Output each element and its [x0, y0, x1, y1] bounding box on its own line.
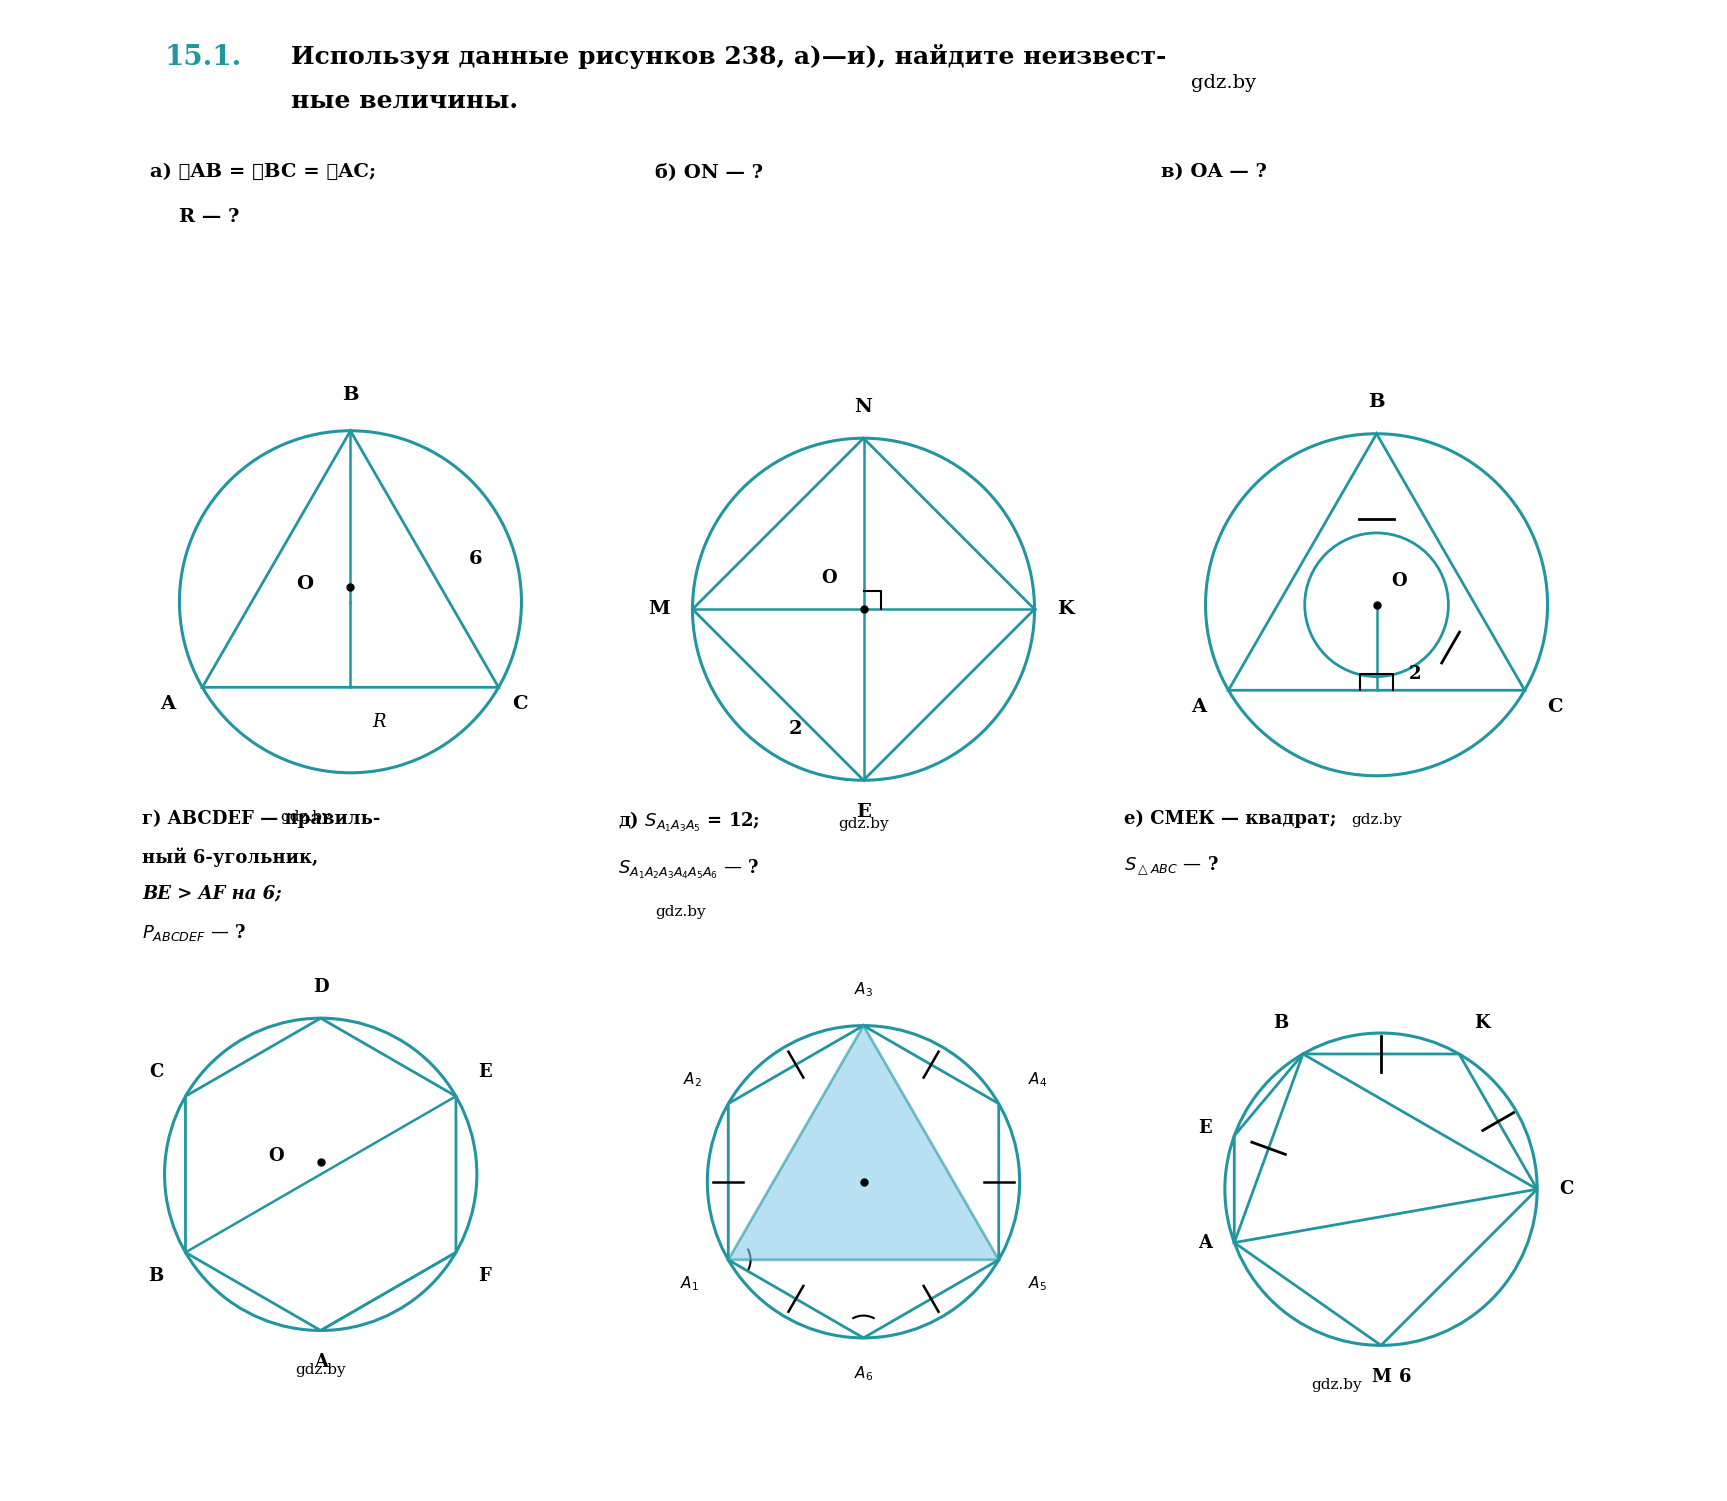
Text: E: E — [478, 1063, 492, 1081]
Text: N: N — [855, 398, 872, 416]
Text: 15.1.: 15.1. — [164, 44, 242, 71]
Text: gdz.by: gdz.by — [1190, 74, 1256, 92]
Text: 6: 6 — [470, 549, 484, 567]
Text: E: E — [857, 803, 870, 821]
Text: A: A — [161, 695, 176, 713]
Text: $A_3$: $A_3$ — [853, 980, 874, 998]
Text: в) OA — ?: в) OA — ? — [1161, 164, 1268, 182]
Text: 2: 2 — [788, 720, 801, 738]
Text: gdz.by: gdz.by — [280, 811, 332, 824]
Text: B: B — [342, 386, 359, 404]
Text: O: O — [820, 569, 838, 587]
Text: gdz.by: gdz.by — [295, 1363, 345, 1378]
Text: $A_4$: $A_4$ — [1029, 1070, 1048, 1088]
Text: B: B — [1273, 1013, 1288, 1031]
Polygon shape — [729, 1025, 998, 1259]
Text: A: A — [1199, 1234, 1212, 1252]
Text: B: B — [1368, 393, 1385, 411]
Text: BE > AF на 6;: BE > AF на 6; — [142, 884, 282, 902]
Text: е) СМЕК — квадрат;: е) СМЕК — квадрат; — [1124, 811, 1337, 829]
Text: M: M — [1371, 1367, 1390, 1385]
Text: C: C — [511, 695, 527, 713]
Text: F: F — [478, 1267, 490, 1285]
Text: O: O — [268, 1147, 283, 1165]
Text: A: A — [314, 1352, 328, 1370]
Text: $P_{ABCDEF}$ — ?: $P_{ABCDEF}$ — ? — [142, 922, 247, 943]
Text: 2: 2 — [1409, 665, 1421, 683]
Text: $A_2$: $A_2$ — [682, 1070, 701, 1088]
Text: K: K — [1057, 600, 1074, 618]
Text: R: R — [373, 713, 387, 731]
Text: gdz.by: gdz.by — [1311, 1378, 1361, 1391]
Text: K: K — [1473, 1013, 1490, 1031]
Text: ные величины.: ные величины. — [290, 89, 518, 113]
Text: C: C — [1559, 1180, 1573, 1198]
Text: $S_{\triangle ABC}$ — ?: $S_{\triangle ABC}$ — ? — [1124, 854, 1219, 878]
Text: C: C — [149, 1063, 162, 1081]
Text: Используя данные рисунков 238, а)—и), найдите неизвест-: Используя данные рисунков 238, а)—и), на… — [290, 44, 1166, 69]
Text: г) ABCDEF — правиль-: г) ABCDEF — правиль- — [142, 811, 380, 829]
Text: M: M — [649, 600, 670, 618]
Text: gdz.by: gdz.by — [838, 818, 889, 832]
Text: $A_6$: $A_6$ — [853, 1364, 874, 1384]
Text: ный 6-угольник,: ный 6-угольник, — [142, 847, 318, 866]
Text: A: A — [1192, 698, 1205, 716]
Text: O: O — [295, 575, 313, 593]
Text: 6: 6 — [1399, 1367, 1411, 1385]
Text: $S_{A_1A_2A_3A_4A_5A_6}$ — ?: $S_{A_1A_2A_3A_4A_5A_6}$ — ? — [618, 857, 760, 881]
Text: $A_5$: $A_5$ — [1029, 1274, 1048, 1294]
Text: gdz.by: gdz.by — [655, 905, 706, 919]
Text: а) ⌣AB = ⌣BC = ⌣AC;: а) ⌣AB = ⌣BC = ⌣AC; — [150, 164, 376, 182]
Text: D: D — [313, 977, 328, 995]
Text: $A_1$: $A_1$ — [679, 1274, 698, 1294]
Text: д) $S_{A_1A_3A_5}$ = 12;: д) $S_{A_1A_3A_5}$ = 12; — [618, 811, 760, 835]
Text: C: C — [1547, 698, 1563, 716]
Text: B: B — [149, 1267, 162, 1285]
Text: R — ?: R — ? — [180, 207, 240, 225]
Text: E: E — [1199, 1120, 1212, 1138]
Text: б) ON — ?: б) ON — ? — [655, 164, 763, 182]
Text: O: O — [1392, 572, 1408, 590]
Text: gdz.by: gdz.by — [1351, 814, 1402, 827]
